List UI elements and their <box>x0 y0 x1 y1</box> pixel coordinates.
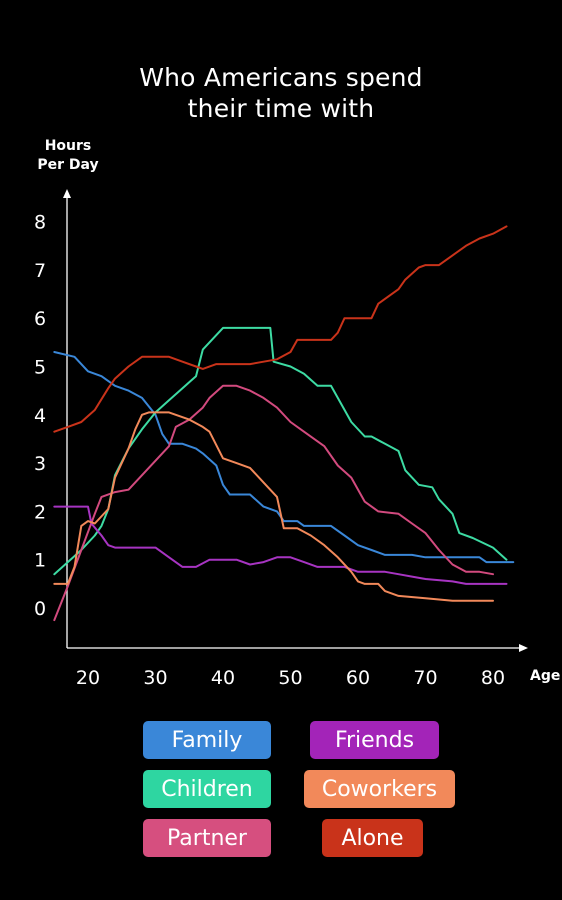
y-tick-label-7: 7 <box>34 260 46 282</box>
y-tick-label-8: 8 <box>34 212 46 234</box>
x-tick-label-20: 20 <box>76 667 100 689</box>
x-tick-label-80: 80 <box>481 667 505 689</box>
legend-item-family: Family <box>143 721 271 759</box>
legend-item-children: Children <box>143 770 271 808</box>
chart-title: Who Americans spend their time with <box>0 62 562 124</box>
y-tick-label-6: 6 <box>34 308 46 330</box>
legend-label-coworkers: Coworkers <box>321 776 438 802</box>
legend-label-alone: Alone <box>341 825 404 851</box>
legend-item-partner: Partner <box>143 819 271 857</box>
legend-item-alone: Alone <box>322 819 423 857</box>
y-tick-label-2: 2 <box>34 501 46 523</box>
series-line-children <box>53 326 508 576</box>
x-tick-label-40: 40 <box>211 667 235 689</box>
y-axis-arrow <box>63 189 71 198</box>
y-tick-label-0: 0 <box>34 598 46 620</box>
series-line-friends <box>53 505 508 585</box>
legend-item-coworkers: Coworkers <box>304 770 455 808</box>
legend-label-partner: Partner <box>167 825 247 851</box>
legend-label-family: Family <box>171 727 243 753</box>
y-axis-label-line-1: Hours <box>45 138 92 154</box>
legend-label-friends: Friends <box>334 727 415 753</box>
series-line-coworkers <box>53 411 494 602</box>
series-line-alone <box>53 225 508 433</box>
series-line-family <box>53 351 515 564</box>
y-tick-label-4: 4 <box>34 405 46 427</box>
x-tick-label-50: 50 <box>278 667 302 689</box>
legend-item-friends: Friends <box>310 721 439 759</box>
series-line-partner <box>53 384 494 622</box>
x-tick-label-30: 30 <box>143 667 167 689</box>
x-axis-arrow <box>519 644 528 652</box>
y-tick-label-1: 1 <box>34 550 46 572</box>
chart-title-line-2: their time with <box>187 94 375 123</box>
x-axis-label: Age <box>530 668 560 684</box>
y-tick-label-3: 3 <box>34 453 46 475</box>
x-tick-label-60: 60 <box>346 667 370 689</box>
legend-label-children: Children <box>161 776 253 802</box>
y-tick-label-5: 5 <box>34 357 46 379</box>
chart-title-line-1: Who Americans spend <box>139 63 423 92</box>
x-tick-label-70: 70 <box>413 667 437 689</box>
y-axis-label-line-2: Per Day <box>37 157 98 173</box>
